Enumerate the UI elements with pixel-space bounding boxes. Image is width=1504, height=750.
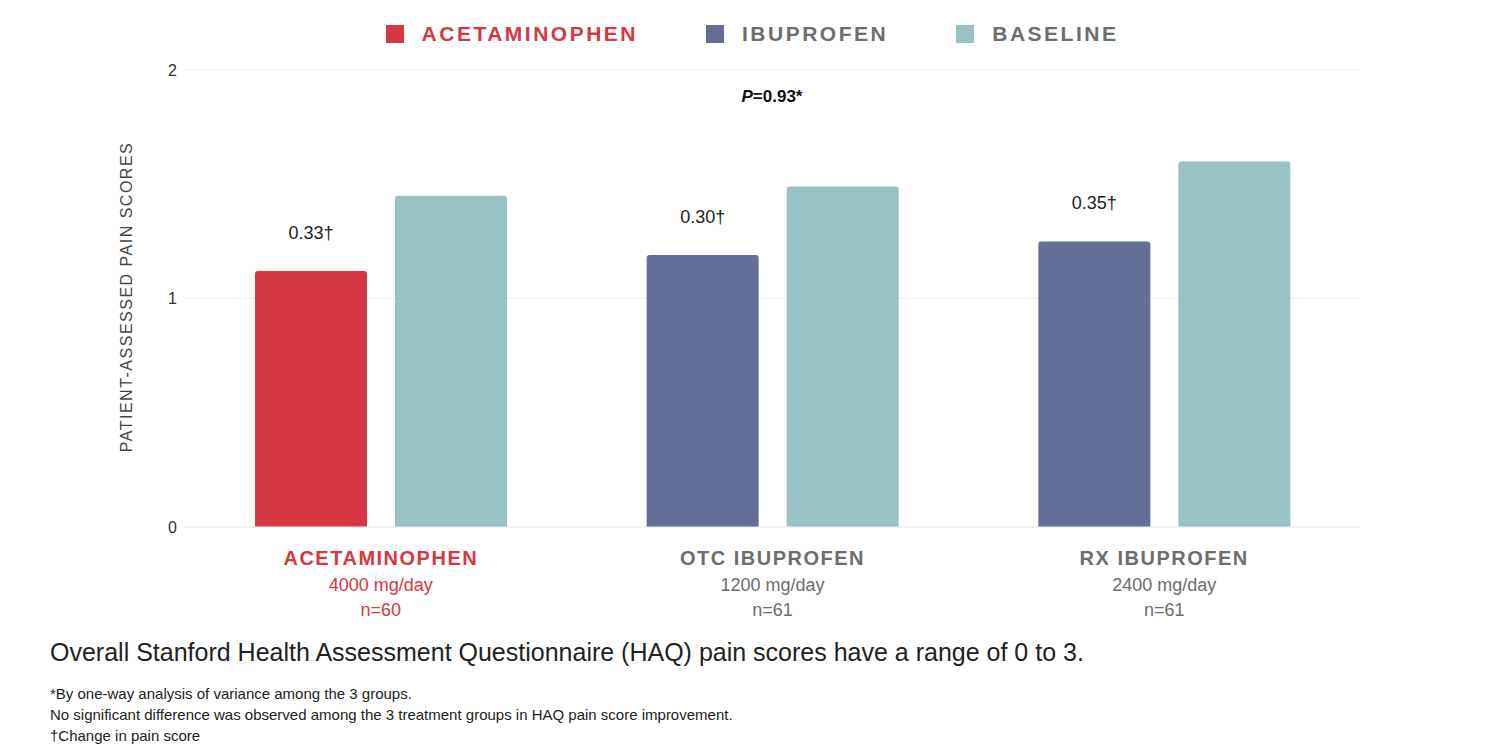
html-text:Overall Stanford Health Assess: Overall Stanford Health Assessment Quest…	[50, 638, 1084, 666]
html-text:*By one-way analysis of varian: *By one-way analysis of variance among t…	[50, 685, 412, 702]
html-text:ACETAMINOPHEN: ACETAMINOPHEN	[421, 22, 638, 45]
svg-text:RX IBUPROFEN: RX IBUPROFEN	[1080, 547, 1249, 569]
svg-text:1: 1	[168, 290, 177, 307]
svg-text:4000 mg/day: 4000 mg/day	[329, 575, 433, 595]
svg-text:0.35†: 0.35†	[1072, 193, 1117, 213]
svg-text:1200 mg/day: 1200 mg/day	[720, 575, 824, 595]
svg-text:n=60: n=60	[361, 600, 402, 620]
svg-text:n=61: n=61	[752, 600, 793, 620]
svg-text:ACETAMINOPHEN: ACETAMINOPHEN	[283, 547, 478, 569]
html-text:No significant difference was: No significant difference was observed a…	[50, 706, 733, 723]
svg-text:0: 0	[168, 519, 177, 536]
svg-text:2400 mg/day: 2400 mg/day	[1112, 575, 1216, 595]
svg-text:OTC IBUPROFEN: OTC IBUPROFEN	[680, 547, 865, 569]
svg-text:0.33†: 0.33†	[288, 223, 333, 243]
html-text:BASELINE: BASELINE	[992, 22, 1119, 45]
html-text:PATIENT-ASSESSED PAIN SCORES: PATIENT-ASSESSED PAIN SCORES	[118, 141, 135, 453]
svg-text:0.30†: 0.30†	[680, 207, 725, 227]
html-text:IBUPROFEN: IBUPROFEN	[742, 22, 889, 45]
svg-text:2: 2	[168, 62, 177, 79]
html-text:P =0.93*: P =0.93*	[741, 87, 803, 106]
html-text:†Change in pain score: †Change in pain score	[50, 727, 201, 744]
svg-text:n=61: n=61	[1144, 600, 1185, 620]
